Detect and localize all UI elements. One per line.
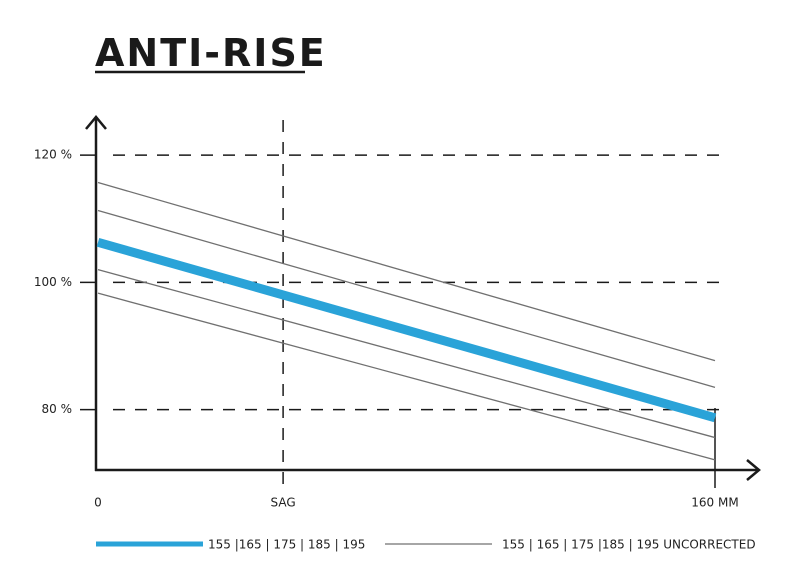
series-line <box>97 209 716 388</box>
legend-label: 155 | 165 | 175 |185 | 195 UNCORRECTED <box>502 538 756 552</box>
x-tick-label: 160 MM <box>691 496 738 510</box>
x-tick-label: SAG <box>271 496 296 510</box>
y-tick-label: 120 % <box>34 148 72 162</box>
series-line <box>97 292 716 461</box>
y-tick-label: 80 % <box>42 402 73 416</box>
series-line <box>97 181 716 362</box>
x-tick-label: 0 <box>94 496 102 510</box>
series-line <box>96 237 717 423</box>
legend-label: 155 |165 | 175 | 185 | 195 <box>208 538 365 552</box>
chart-title: ANTI-RISE <box>95 31 327 75</box>
series-line <box>97 269 716 439</box>
y-tick-label: 100 % <box>34 275 72 289</box>
